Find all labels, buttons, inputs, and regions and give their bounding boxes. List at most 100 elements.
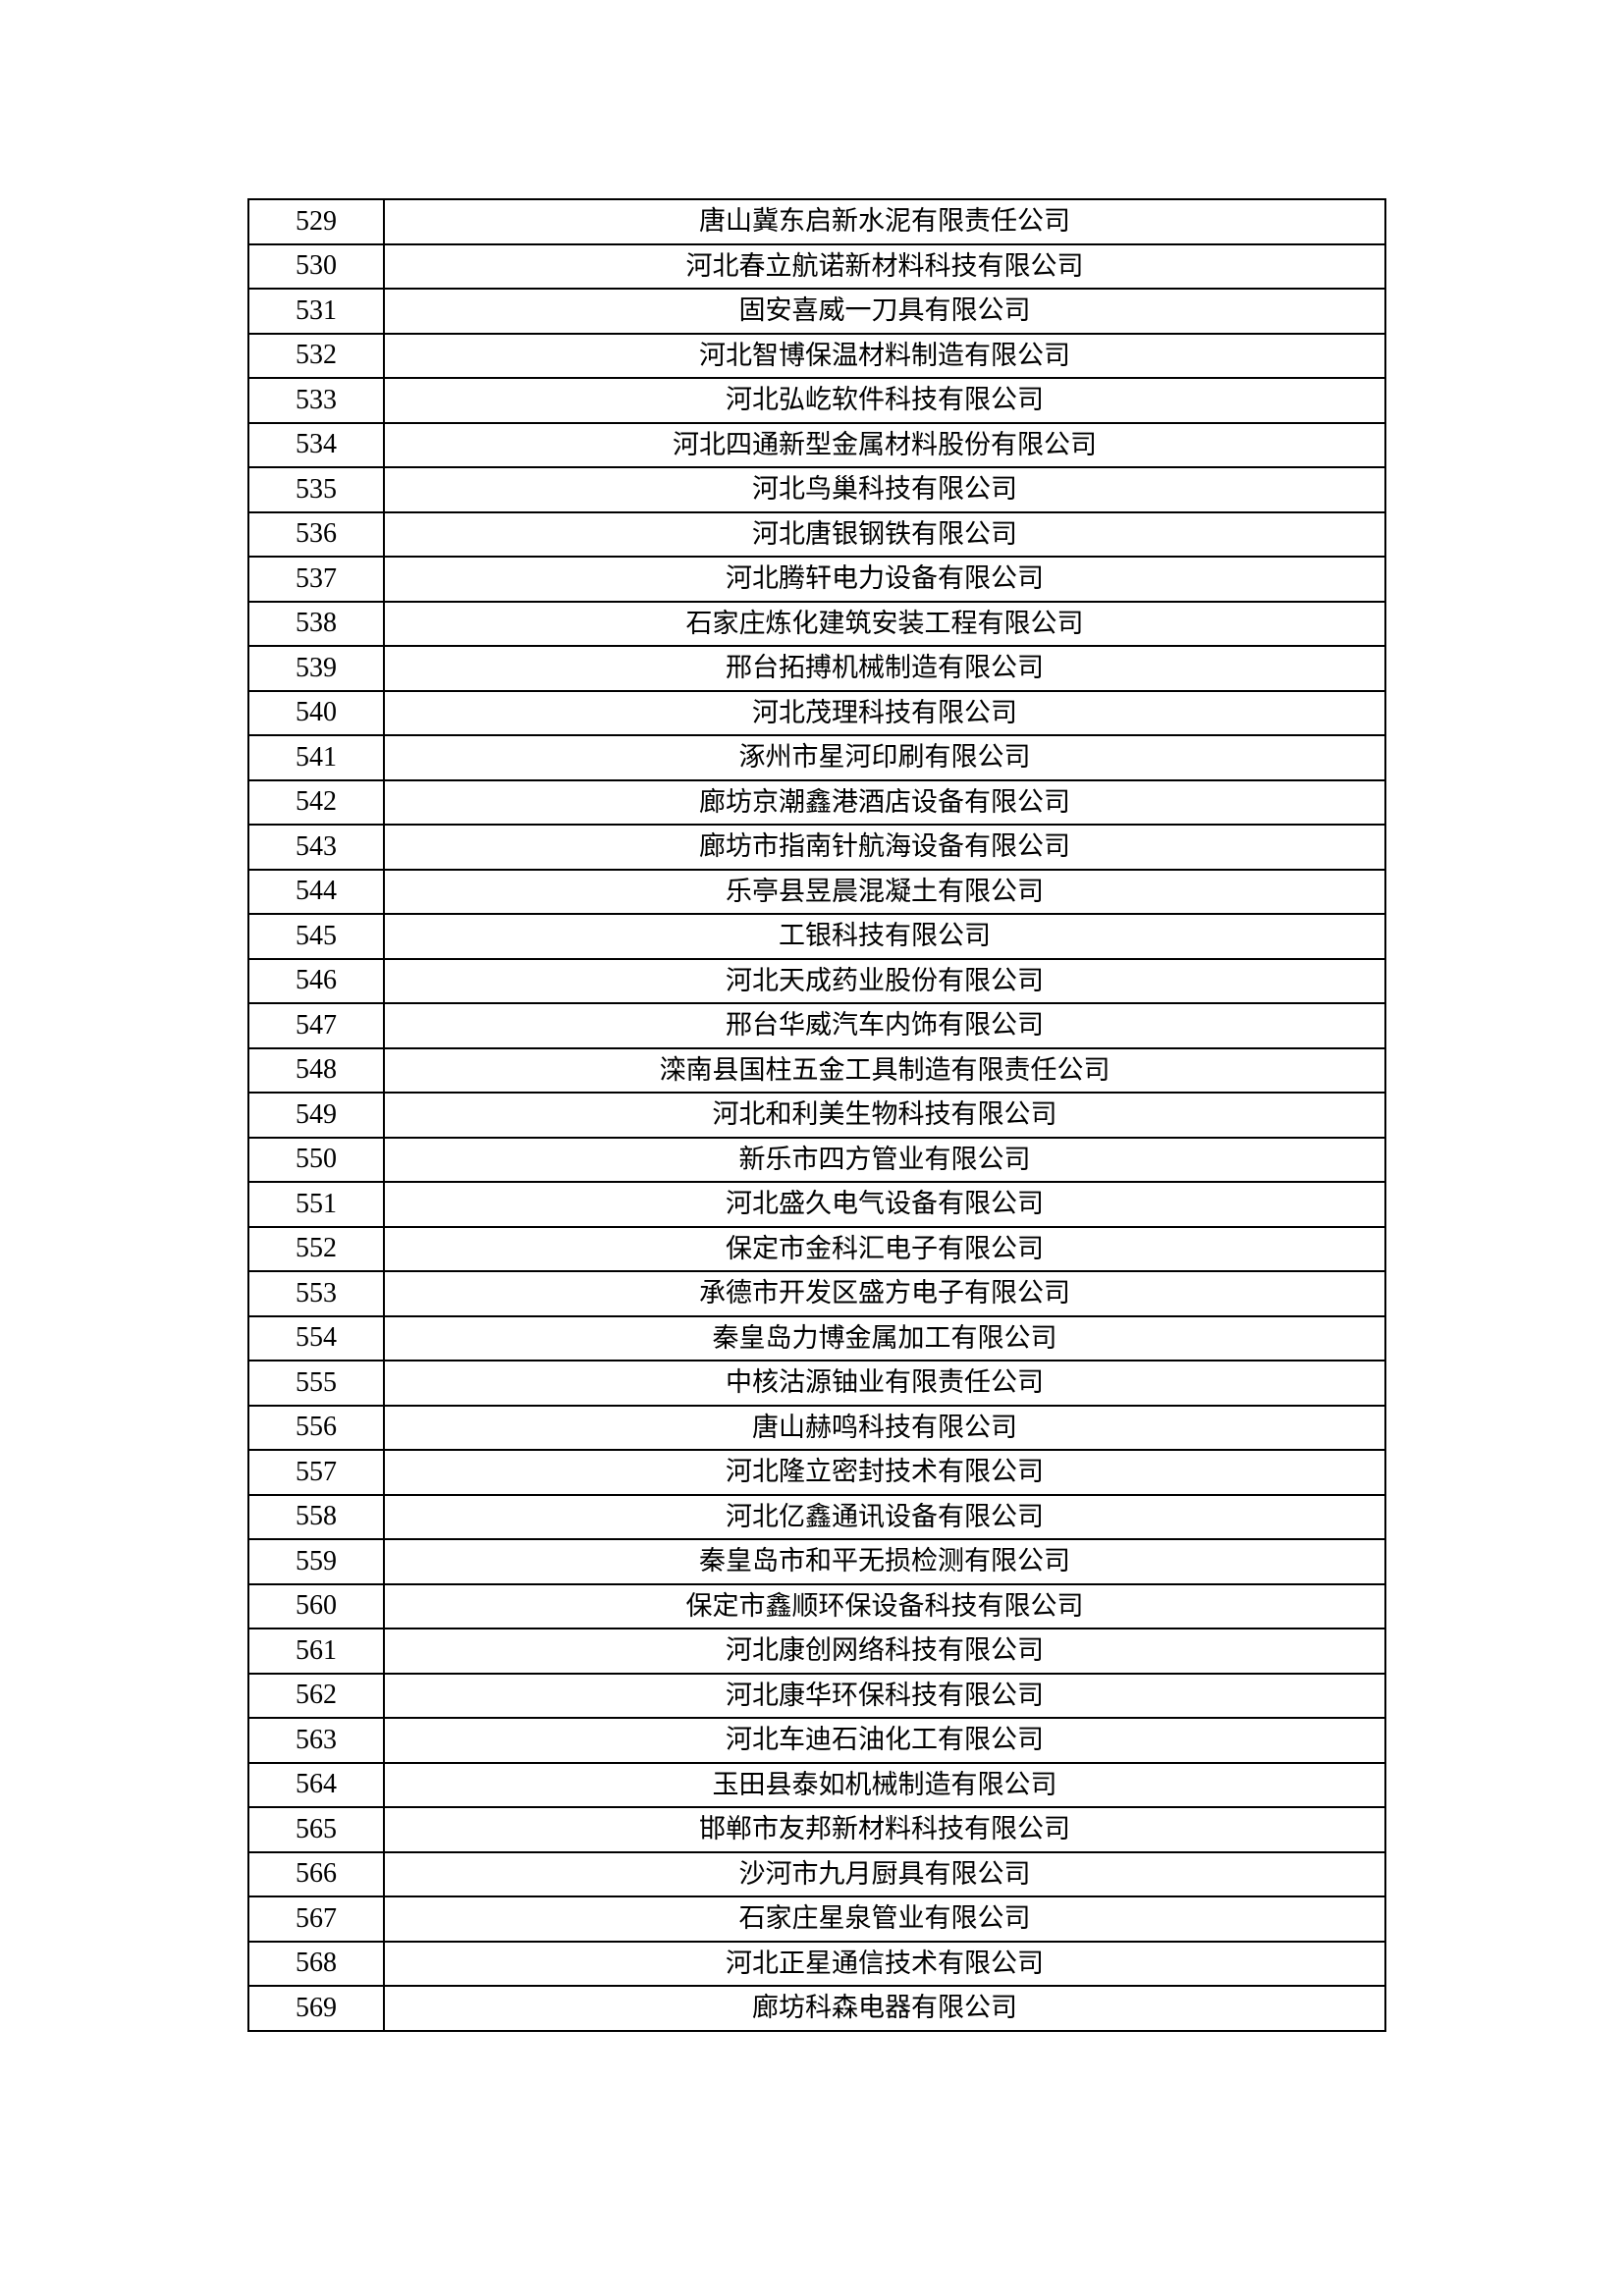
company-name: 保定市鑫顺环保设备科技有限公司: [383, 1582, 1386, 1629]
table-row: 561 河北康创网络科技有限公司: [247, 1628, 1386, 1675]
table-row: 547 邢台华威汽车内饰有限公司: [247, 1002, 1386, 1049]
company-name: 石家庄星泉管业有限公司: [383, 1896, 1386, 1943]
row-number: 542: [247, 778, 385, 826]
row-number: 567: [247, 1896, 385, 1943]
table-row: 562 河北康华环保科技有限公司: [247, 1672, 1386, 1719]
table-row: 568 河北正星通信技术有限公司: [247, 1940, 1386, 1987]
company-name: 河北亿鑫通讯设备有限公司: [383, 1493, 1386, 1540]
table-row: 529 唐山冀东启新水泥有限责任公司: [247, 198, 1386, 245]
company-list-table: 529 唐山冀东启新水泥有限责任公司 530 河北春立航诺新材料科技有限公司 531 固安…: [247, 198, 1386, 2032]
row-number: 566: [247, 1850, 385, 1897]
company-name: 廊坊科森电器有限公司: [383, 1985, 1386, 2032]
company-name: 承德市开发区盛方电子有限公司: [383, 1270, 1386, 1317]
company-name: 玉田县泰如机械制造有限公司: [383, 1761, 1386, 1808]
company-name: 秦皇岛市和平无损检测有限公司: [383, 1538, 1386, 1585]
row-number: 555: [247, 1360, 385, 1407]
row-number: 543: [247, 824, 385, 871]
table-row: 530 河北春立航诺新材料科技有限公司: [247, 242, 1386, 290]
company-name: 河北腾轩电力设备有限公司: [383, 556, 1386, 603]
company-name: 河北盛久电气设备有限公司: [383, 1181, 1386, 1228]
table-row: 533 河北弘屹软件科技有限公司: [247, 377, 1386, 424]
table-row: 535 河北鸟巢科技有限公司: [247, 466, 1386, 513]
company-name: 河北唐银钢铁有限公司: [383, 510, 1386, 558]
row-number: 529: [247, 198, 385, 245]
row-number: 547: [247, 1002, 385, 1049]
row-number: 549: [247, 1092, 385, 1139]
row-number: 561: [247, 1628, 385, 1675]
row-number: 533: [247, 377, 385, 424]
row-number: 540: [247, 689, 385, 736]
row-number: 559: [247, 1538, 385, 1585]
row-number: 558: [247, 1493, 385, 1540]
table-row: 558 河北亿鑫通讯设备有限公司: [247, 1493, 1386, 1540]
table-row: 546 河北天成药业股份有限公司: [247, 957, 1386, 1004]
table-row: 554 秦皇岛力博金属加工有限公司: [247, 1314, 1386, 1362]
table-row: 545 工银科技有限公司: [247, 913, 1386, 960]
company-name: 滦南县国柱五金工具制造有限责任公司: [383, 1046, 1386, 1094]
table-row: 565 邯郸市友邦新材料科技有限公司: [247, 1806, 1386, 1853]
company-name: 新乐市四方管业有限公司: [383, 1136, 1386, 1183]
row-number: 538: [247, 600, 385, 647]
table-row: 531 固安喜威一刀具有限公司: [247, 288, 1386, 335]
company-name: 河北正星通信技术有限公司: [383, 1940, 1386, 1987]
company-name: 河北春立航诺新材料科技有限公司: [383, 242, 1386, 290]
table-row: 541 涿州市星河印刷有限公司: [247, 734, 1386, 781]
row-number: 552: [247, 1225, 385, 1272]
company-name: 河北弘屹软件科技有限公司: [383, 377, 1386, 424]
company-name: 石家庄炼化建筑安装工程有限公司: [383, 600, 1386, 647]
row-number: 537: [247, 556, 385, 603]
company-name: 河北康创网络科技有限公司: [383, 1628, 1386, 1675]
table-row: 555 中核沽源铀业有限责任公司: [247, 1360, 1386, 1407]
table-row: 536 河北唐银钢铁有限公司: [247, 510, 1386, 558]
table-row: 532 河北智博保温材料制造有限公司: [247, 332, 1386, 379]
company-name: 唐山冀东启新水泥有限责任公司: [383, 198, 1386, 245]
table-row: 564 玉田县泰如机械制造有限公司: [247, 1761, 1386, 1808]
company-name: 河北智博保温材料制造有限公司: [383, 332, 1386, 379]
row-number: 541: [247, 734, 385, 781]
row-number: 550: [247, 1136, 385, 1183]
row-number: 551: [247, 1181, 385, 1228]
row-number: 554: [247, 1314, 385, 1362]
table-row: 556 唐山赫鸣科技有限公司: [247, 1404, 1386, 1451]
company-name: 廊坊京潮鑫港酒店设备有限公司: [383, 778, 1386, 826]
company-name: 河北和利美生物科技有限公司: [383, 1092, 1386, 1139]
table-row: 548 滦南县国柱五金工具制造有限责任公司: [247, 1046, 1386, 1094]
table-row: 553 承德市开发区盛方电子有限公司: [247, 1270, 1386, 1317]
table-row: 563 河北车迪石油化工有限公司: [247, 1717, 1386, 1764]
table-row: 552 保定市金科汇电子有限公司: [247, 1225, 1386, 1272]
row-number: 565: [247, 1806, 385, 1853]
table-row: 567 石家庄星泉管业有限公司: [247, 1896, 1386, 1943]
company-name: 唐山赫鸣科技有限公司: [383, 1404, 1386, 1451]
table-row: 542 廊坊京潮鑫港酒店设备有限公司: [247, 778, 1386, 826]
row-number: 530: [247, 242, 385, 290]
table-row: 566 沙河市九月厨具有限公司: [247, 1850, 1386, 1897]
row-number: 556: [247, 1404, 385, 1451]
company-name: 中核沽源铀业有限责任公司: [383, 1360, 1386, 1407]
company-name: 沙河市九月厨具有限公司: [383, 1850, 1386, 1897]
row-number: 563: [247, 1717, 385, 1764]
company-name: 邢台拓搏机械制造有限公司: [383, 645, 1386, 692]
table-row: 549 河北和利美生物科技有限公司: [247, 1092, 1386, 1139]
company-name: 河北四通新型金属材料股份有限公司: [383, 421, 1386, 468]
table-row: 560 保定市鑫顺环保设备科技有限公司: [247, 1582, 1386, 1629]
company-name: 河北天成药业股份有限公司: [383, 957, 1386, 1004]
company-name: 河北隆立密封技术有限公司: [383, 1449, 1386, 1496]
row-number: 534: [247, 421, 385, 468]
company-name: 固安喜威一刀具有限公司: [383, 288, 1386, 335]
company-name: 秦皇岛力博金属加工有限公司: [383, 1314, 1386, 1362]
row-number: 545: [247, 913, 385, 960]
company-name: 保定市金科汇电子有限公司: [383, 1225, 1386, 1272]
company-name: 乐亭县昱晨混凝土有限公司: [383, 868, 1386, 915]
table-row: 543 廊坊市指南针航海设备有限公司: [247, 824, 1386, 871]
table-body: 529 唐山冀东启新水泥有限责任公司 530 河北春立航诺新材料科技有限公司 531 固安…: [247, 198, 1386, 2032]
table-row: 551 河北盛久电气设备有限公司: [247, 1181, 1386, 1228]
table-row: 550 新乐市四方管业有限公司: [247, 1136, 1386, 1183]
company-name: 邢台华威汽车内饰有限公司: [383, 1002, 1386, 1049]
table-row: 537 河北腾轩电力设备有限公司: [247, 556, 1386, 603]
table-row: 540 河北茂理科技有限公司: [247, 689, 1386, 736]
row-number: 548: [247, 1046, 385, 1094]
company-name: 邯郸市友邦新材料科技有限公司: [383, 1806, 1386, 1853]
row-number: 539: [247, 645, 385, 692]
company-name: 河北茂理科技有限公司: [383, 689, 1386, 736]
row-number: 562: [247, 1672, 385, 1719]
